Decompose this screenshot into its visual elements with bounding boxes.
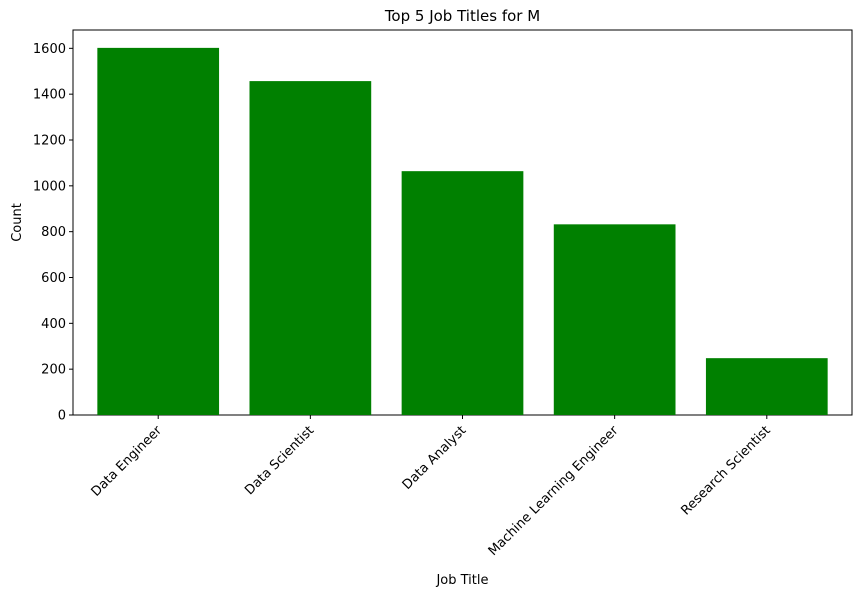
x-axis: Data Engineer Data Scientist Data Analyst M… xyxy=(89,415,774,559)
bar-machine-learning-engineer xyxy=(553,224,676,415)
bar-data-scientist xyxy=(249,81,372,416)
bar-data-analyst xyxy=(401,171,524,415)
y-tick-label: 0 xyxy=(58,409,66,424)
x-tick-label: Data Scientist xyxy=(242,423,317,498)
chart-title: Top 5 Job Titles for M xyxy=(384,7,540,25)
bars xyxy=(97,47,828,416)
x-tick-label: Machine Learning Engineer xyxy=(486,423,622,559)
plot-area: 0 200 400 600 800 1000 1200 1400 1600 Data Engin… xyxy=(33,29,853,559)
y-tick-label: 1200 xyxy=(33,134,66,149)
x-tick-label: Data Engineer xyxy=(89,423,166,500)
x-axis-label: Job Title xyxy=(435,573,488,588)
y-tick-label: 200 xyxy=(41,363,66,378)
y-axis: 0 200 400 600 800 1000 1200 1400 1600 xyxy=(33,42,73,424)
y-tick-label: 400 xyxy=(41,317,66,332)
y-tick-label: 1400 xyxy=(33,88,66,103)
y-tick-label: 600 xyxy=(41,271,66,286)
bar-data-engineer xyxy=(97,47,220,415)
bar-research-scientist xyxy=(705,358,828,415)
y-tick-label: 1600 xyxy=(33,42,66,57)
y-tick-label: 800 xyxy=(41,225,66,240)
y-tick-label: 1000 xyxy=(33,179,66,194)
x-tick-label: Data Analyst xyxy=(400,423,470,493)
y-axis-label: Count xyxy=(10,203,25,242)
x-tick-label: Research Scientist xyxy=(678,423,773,518)
